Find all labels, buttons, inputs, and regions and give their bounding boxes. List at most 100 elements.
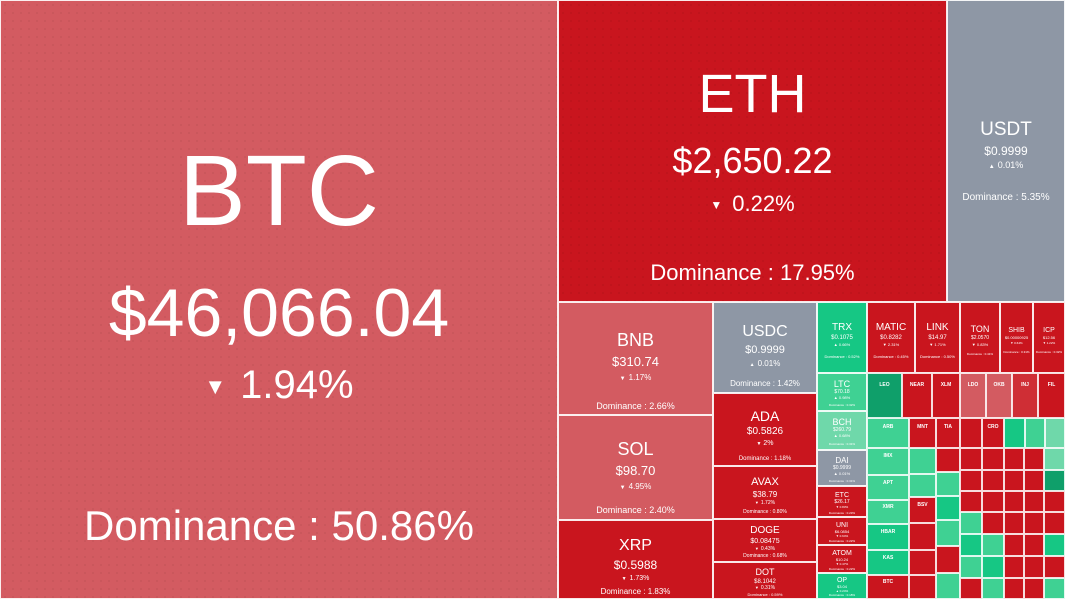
tile-matic[interactable]: MATIC $0.8282 ▼ 2.31% Dominance : 0.45% xyxy=(867,302,915,373)
tile-tia[interactable]: TIA xyxy=(936,418,960,448)
tile-btc[interactable]: BTC $46,066.04 ▼ 1.94% Dominance : 50.86% xyxy=(0,0,558,599)
tile-x47[interactable] xyxy=(982,578,1004,599)
tile-x36[interactable] xyxy=(960,534,982,556)
tile-x13[interactable] xyxy=(936,520,960,546)
tile-ton[interactable]: TON $2.0570 ▼ 0.83% Dominance : 0.41% xyxy=(960,302,1000,373)
tile-okb[interactable]: OKB xyxy=(986,373,1012,418)
tile-link[interactable]: LINK $14.97 ▼ 1.71% Dominance : 0.50% xyxy=(915,302,960,373)
tile-x5[interactable] xyxy=(909,448,936,474)
tile-x25[interactable] xyxy=(1044,470,1065,491)
tile-x34[interactable] xyxy=(1024,512,1044,534)
tile-x4[interactable] xyxy=(1045,418,1065,448)
tile-x1[interactable] xyxy=(960,418,982,448)
tile-atom[interactable]: ATOM $10.24 ▼ 0.47% Dominance : 0.22% xyxy=(817,545,867,573)
tile-leo[interactable]: LEO xyxy=(867,373,902,418)
coin-dominance: Dominance : 0.22% xyxy=(828,539,856,543)
tile-dai[interactable]: DAI $0.9999 ▲ 0.01% Dominance : 0.31% xyxy=(817,450,867,486)
tile-x7[interactable] xyxy=(909,523,936,550)
tile-x50[interactable] xyxy=(1044,578,1065,599)
tile-x49[interactable] xyxy=(1024,578,1044,599)
tile-ldo[interactable]: LDO xyxy=(960,373,986,418)
tile-x20[interactable] xyxy=(1044,448,1065,470)
tile-bnb[interactable]: BNB $310.74 ▼ 1.17% Dominance : 2.66% xyxy=(558,302,713,415)
tile-x38[interactable] xyxy=(1004,534,1024,556)
tile-usdc[interactable]: USDC $0.9999 ▲ 0.01% Dominance : 1.42% xyxy=(713,302,817,393)
tile-imx[interactable]: IMX xyxy=(867,448,909,475)
tile-hbar[interactable]: HBAR xyxy=(867,524,909,550)
tile-x11[interactable] xyxy=(936,472,960,496)
coin-change: ▲ 0.01% xyxy=(988,160,1024,171)
tile-btc2[interactable]: BTC xyxy=(867,575,909,599)
tile-xmr[interactable]: XMR xyxy=(867,500,909,524)
coin-dominance: Dominance : 1.18% xyxy=(738,456,792,462)
tile-xrp[interactable]: XRP $0.5988 ▼ 1.73% Dominance : 1.83% xyxy=(558,520,713,599)
tile-x22[interactable] xyxy=(982,470,1004,491)
tile-x10[interactable] xyxy=(936,448,960,472)
tile-x42[interactable] xyxy=(982,556,1004,578)
tile-bsv[interactable]: BSV xyxy=(909,497,936,523)
tile-x15[interactable] xyxy=(936,573,960,599)
tile-x44[interactable] xyxy=(1024,556,1044,578)
tile-x3[interactable] xyxy=(1025,418,1045,448)
tile-x17[interactable] xyxy=(982,448,1004,470)
tile-x29[interactable] xyxy=(1024,491,1044,512)
tile-bch[interactable]: BCH $260.79 ▲ 0.68% Dominance : 0.31% xyxy=(817,411,867,450)
tile-x21[interactable] xyxy=(960,470,982,491)
tile-sol[interactable]: SOL $98.70 ▼ 4.95% Dominance : 2.40% xyxy=(558,415,713,520)
tile-mnt[interactable]: MNT xyxy=(909,418,936,448)
tile-x30[interactable] xyxy=(1044,491,1065,512)
tile-x24[interactable] xyxy=(1024,470,1044,491)
tile-x40[interactable] xyxy=(1044,534,1065,556)
tile-x12[interactable] xyxy=(936,496,960,520)
tile-xlm[interactable]: XLM xyxy=(932,373,960,418)
tile-ada[interactable]: ADA $0.5826 ▼ 2% Dominance : 1.18% xyxy=(713,393,817,466)
tile-x14[interactable] xyxy=(936,546,960,573)
tile-x16[interactable] xyxy=(960,448,982,470)
tile-uni[interactable]: UNI $6.0854 ▼ 0.64% Dominance : 0.22% xyxy=(817,517,867,545)
tile-x8[interactable] xyxy=(909,550,936,575)
tile-inj[interactable]: INJ xyxy=(1012,373,1038,418)
tile-cro[interactable]: CRO xyxy=(982,418,1004,448)
tile-x31[interactable] xyxy=(960,512,982,534)
tile-avax[interactable]: AVAX $38.79 ▼ 1.72% Dominance : 0.80% xyxy=(713,466,817,519)
tile-x18[interactable] xyxy=(1004,448,1024,470)
tile-x26[interactable] xyxy=(960,491,982,512)
tile-kas[interactable]: KAS xyxy=(867,550,909,575)
tile-eth[interactable]: ETH $2,650.22 ▼ 0.22% Dominance : 17.95% xyxy=(558,0,947,302)
tile-op[interactable]: OP $3.04 ▲ 0.24% Dominance : 0.18% xyxy=(817,573,867,599)
tile-x27[interactable] xyxy=(982,491,1004,512)
tile-x23[interactable] xyxy=(1004,470,1024,491)
tile-apt[interactable]: APT xyxy=(867,475,909,500)
tile-x41[interactable] xyxy=(960,556,982,578)
tile-etc[interactable]: ETC $26.17 ▼ 0.83% Dominance : 0.23% xyxy=(817,486,867,517)
tile-trx[interactable]: TRX $0.1075 ▲ 0.66% Dominance : 0.52% xyxy=(817,302,867,373)
tile-fil[interactable]: FIL xyxy=(1038,373,1065,418)
tile-shib[interactable]: SHIB $0.00000925 ▼ 0.64% Dominance : 0.3… xyxy=(1000,302,1033,373)
coin-change: ▼ 1.17% xyxy=(619,373,652,383)
tile-x46[interactable] xyxy=(960,578,982,599)
tile-x43[interactable] xyxy=(1004,556,1024,578)
tile-icp[interactable]: ICP $12.56 ▼ 1.22% Dominance : 0.32% xyxy=(1033,302,1065,373)
tile-doge[interactable]: DOGE $0.08475 ▼ 0.43% Dominance : 0.68% xyxy=(713,519,817,562)
tile-x2[interactable] xyxy=(1004,418,1025,448)
tile-near[interactable]: NEAR xyxy=(902,373,932,418)
tile-x35[interactable] xyxy=(1044,512,1065,534)
tile-x33[interactable] xyxy=(1004,512,1024,534)
tile-x32[interactable] xyxy=(982,512,1004,534)
tile-ltc[interactable]: LTC $70.18 ▲ 0.98% Dominance : 0.32% xyxy=(817,373,867,411)
coin-change: ▲ 0.68% xyxy=(833,433,851,438)
tile-usdt[interactable]: USDT $0.9999 ▲ 0.01% Dominance : 5.35% xyxy=(947,0,1065,302)
tile-x39[interactable] xyxy=(1024,534,1044,556)
down-arrow-icon: ▼ xyxy=(882,342,887,347)
tile-dot[interactable]: DOT $8.1042 ▼ 0.31% Dominance : 0.59% xyxy=(713,562,817,599)
tile-x45[interactable] xyxy=(1044,556,1065,578)
tile-x48[interactable] xyxy=(1004,578,1024,599)
tile-arb[interactable]: ARB xyxy=(867,418,909,448)
tile-x37[interactable] xyxy=(982,534,1004,556)
tile-x9[interactable] xyxy=(909,575,936,599)
tile-x28[interactable] xyxy=(1004,491,1024,512)
coin-symbol: USDT xyxy=(980,119,1032,140)
tile-x19[interactable] xyxy=(1024,448,1044,470)
up-arrow-icon: ▲ xyxy=(988,164,995,170)
tile-x6[interactable] xyxy=(909,474,936,497)
